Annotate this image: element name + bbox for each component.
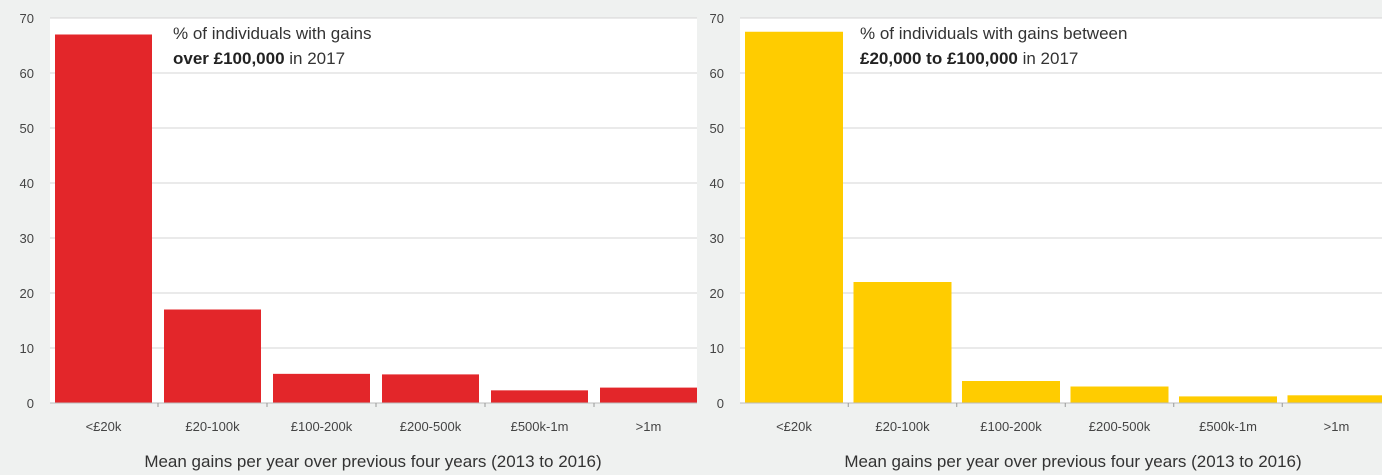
chart-2-bar-4 xyxy=(1070,386,1169,403)
chart-1-xtick-label: <£20k xyxy=(86,419,122,434)
chart-2-annotation-bold: £20,000 to £100,000 xyxy=(860,49,1018,68)
chart-2-ytick-label: 10 xyxy=(710,341,724,356)
chart-1-xtick-label: >1m xyxy=(636,419,662,434)
chart-2-xtick-label: £20-100k xyxy=(875,419,930,434)
chart-1-xtick-label: £200-500k xyxy=(400,419,462,434)
chart-1-ytick-label: 10 xyxy=(20,341,34,356)
chart-2-bar-6 xyxy=(1287,395,1382,403)
chart-1-plot-area xyxy=(50,18,697,403)
chart-2-ytick-label: 40 xyxy=(710,176,724,191)
chart-2-annotation-line-1: % of individuals with gains between xyxy=(860,24,1127,43)
chart-1-ytick-label: 50 xyxy=(20,121,34,136)
chart-2-ytick-label: 30 xyxy=(710,231,724,246)
chart-2-xtick-label: £100-200k xyxy=(980,419,1042,434)
chart-1-annotation-bold: over £100,000 xyxy=(173,49,285,68)
chart-2-bar-5 xyxy=(1179,396,1277,403)
chart-1-xtick-label: £100-200k xyxy=(291,419,353,434)
chart-1-ytick-label: 0 xyxy=(27,396,34,411)
chart-1-bar-5 xyxy=(491,390,588,403)
chart-2-xtick-label: >1m xyxy=(1324,419,1350,434)
chart-2-ytick-label: 20 xyxy=(710,286,724,301)
chart-2-bar-1 xyxy=(745,31,843,403)
chart-2-xtick-label: £200-500k xyxy=(1089,419,1151,434)
chart-1-annotation-rest: in 2017 xyxy=(285,49,346,68)
chart-1-ytick-label: 70 xyxy=(20,11,34,26)
chart-1-ytick-label: 30 xyxy=(20,231,34,246)
chart-1-bar-4 xyxy=(382,374,479,403)
chart-2-ytick-label: 70 xyxy=(710,11,724,26)
chart-2-annotation-line-2: £20,000 to £100,000 in 2017 xyxy=(860,49,1078,68)
chart-1-annotation-line-1: % of individuals with gains xyxy=(173,24,371,43)
chart-2-bar-2 xyxy=(853,282,952,403)
chart-2-x-axis-title: Mean gains per year over previous four y… xyxy=(844,452,1301,471)
chart-2-bar-3 xyxy=(962,381,1060,403)
chart-1-bar-2 xyxy=(164,309,261,403)
chart-1-xtick-label: £500k-1m xyxy=(511,419,569,434)
chart-2-xtick-label: <£20k xyxy=(776,419,812,434)
chart-2-ytick-label: 0 xyxy=(717,396,724,411)
chart-2-ytick-label: 60 xyxy=(710,66,724,81)
chart-1-ytick-label: 40 xyxy=(20,176,34,191)
chart-2-xtick-label: £500k-1m xyxy=(1199,419,1257,434)
chart-1-ytick-label: 60 xyxy=(20,66,34,81)
chart-2-annotation-rest: in 2017 xyxy=(1018,49,1079,68)
chart-1-annotation-line-2: over £100,000 in 2017 xyxy=(173,49,345,68)
chart-2-ytick-label: 50 xyxy=(710,121,724,136)
chart-1-bar-6 xyxy=(600,387,697,403)
chart-1-bar-3 xyxy=(273,373,370,403)
chart-1-ytick-label: 20 xyxy=(20,286,34,301)
chart-1-bar-1 xyxy=(55,34,152,403)
chart-1-xtick-label: £20-100k xyxy=(185,419,240,434)
chart-1-x-axis-title: Mean gains per year over previous four y… xyxy=(144,452,601,471)
chart-2-plot-area xyxy=(740,18,1382,403)
